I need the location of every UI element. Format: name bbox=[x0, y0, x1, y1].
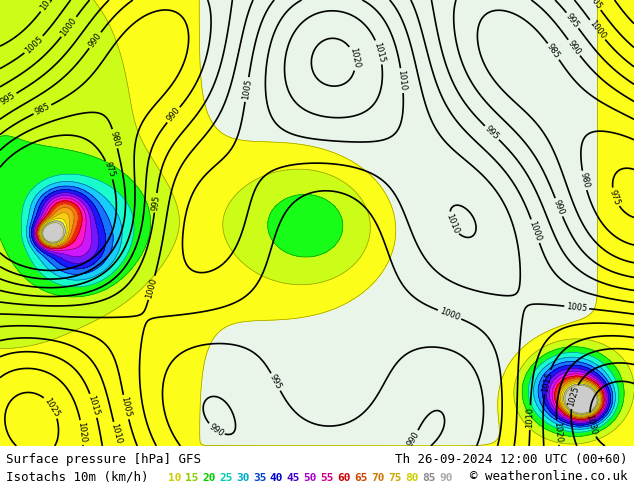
Text: 65: 65 bbox=[354, 473, 368, 483]
Text: 995: 995 bbox=[0, 91, 17, 106]
Text: 15: 15 bbox=[185, 473, 198, 483]
Text: 995: 995 bbox=[268, 373, 283, 391]
Text: Surface pressure [hPa] GFS: Surface pressure [hPa] GFS bbox=[6, 453, 202, 466]
Text: 1020: 1020 bbox=[552, 421, 563, 443]
Text: 990: 990 bbox=[87, 31, 103, 49]
Text: 995: 995 bbox=[150, 195, 161, 211]
Text: 1000: 1000 bbox=[145, 276, 158, 299]
Text: 90: 90 bbox=[439, 473, 453, 483]
Text: 80: 80 bbox=[406, 473, 419, 483]
Text: 1030: 1030 bbox=[585, 414, 598, 437]
Text: 1010: 1010 bbox=[110, 423, 124, 445]
Text: 1005: 1005 bbox=[23, 34, 44, 55]
Text: 35: 35 bbox=[253, 473, 266, 483]
Text: 990: 990 bbox=[566, 39, 583, 57]
Text: 995: 995 bbox=[564, 11, 581, 29]
Text: 1005: 1005 bbox=[583, 0, 603, 11]
Text: 1020: 1020 bbox=[348, 47, 361, 70]
Text: 1000: 1000 bbox=[527, 220, 543, 243]
Text: 990: 990 bbox=[207, 422, 225, 438]
Text: 20: 20 bbox=[202, 473, 216, 483]
Text: 1025: 1025 bbox=[42, 396, 61, 418]
Text: 1015: 1015 bbox=[86, 394, 101, 417]
Text: 980: 980 bbox=[108, 130, 121, 147]
Text: 1010: 1010 bbox=[38, 0, 58, 13]
Text: 1015: 1015 bbox=[540, 370, 553, 393]
Text: 995: 995 bbox=[483, 124, 501, 142]
Text: 10: 10 bbox=[168, 473, 181, 483]
Text: 1005: 1005 bbox=[566, 302, 588, 313]
Text: 45: 45 bbox=[287, 473, 301, 483]
Text: 990: 990 bbox=[165, 106, 182, 124]
Text: 990: 990 bbox=[552, 198, 566, 216]
Text: Th 26-09-2024 12:00 UTC (00+60): Th 26-09-2024 12:00 UTC (00+60) bbox=[395, 453, 628, 466]
Text: 1020: 1020 bbox=[77, 421, 88, 443]
Text: 1025: 1025 bbox=[566, 385, 581, 408]
Text: 1010: 1010 bbox=[444, 212, 460, 235]
Text: 50: 50 bbox=[304, 473, 317, 483]
Text: © weatheronline.co.uk: © weatheronline.co.uk bbox=[470, 470, 628, 483]
Text: 1000: 1000 bbox=[438, 307, 461, 322]
Text: 975: 975 bbox=[608, 188, 622, 206]
Text: 40: 40 bbox=[270, 473, 283, 483]
Text: 25: 25 bbox=[219, 473, 233, 483]
Text: 85: 85 bbox=[422, 473, 436, 483]
Text: 975: 975 bbox=[102, 161, 117, 179]
Text: 1005: 1005 bbox=[241, 78, 253, 100]
Text: 1010: 1010 bbox=[397, 70, 408, 92]
Text: 985: 985 bbox=[34, 102, 51, 117]
Text: 1000: 1000 bbox=[59, 16, 79, 38]
Text: 55: 55 bbox=[321, 473, 334, 483]
Text: 30: 30 bbox=[236, 473, 249, 483]
Text: Isotachs 10m (km/h): Isotachs 10m (km/h) bbox=[6, 470, 157, 483]
Text: 1010: 1010 bbox=[526, 407, 535, 428]
Text: 60: 60 bbox=[338, 473, 351, 483]
Text: 990: 990 bbox=[406, 430, 422, 448]
Text: 985: 985 bbox=[545, 43, 562, 61]
Text: 980: 980 bbox=[578, 172, 590, 189]
Text: 75: 75 bbox=[389, 473, 402, 483]
Text: 70: 70 bbox=[372, 473, 385, 483]
Text: 1000: 1000 bbox=[587, 19, 607, 41]
Text: 1015: 1015 bbox=[372, 41, 387, 64]
Text: 1005: 1005 bbox=[119, 396, 133, 418]
